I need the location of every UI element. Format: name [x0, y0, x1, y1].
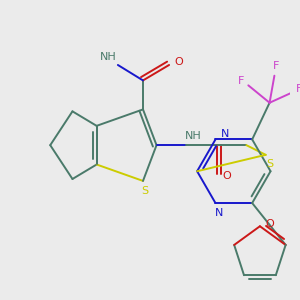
Text: S: S	[266, 160, 273, 170]
Text: O: O	[265, 219, 274, 229]
Text: F: F	[237, 76, 244, 86]
Text: F: F	[273, 61, 280, 71]
Text: O: O	[174, 57, 183, 67]
Text: O: O	[223, 171, 231, 181]
Text: F: F	[296, 84, 300, 94]
Text: NH: NH	[185, 130, 202, 140]
Text: NH: NH	[100, 52, 117, 62]
Text: N: N	[221, 129, 229, 139]
Text: S: S	[141, 186, 148, 196]
Text: N: N	[215, 208, 224, 218]
